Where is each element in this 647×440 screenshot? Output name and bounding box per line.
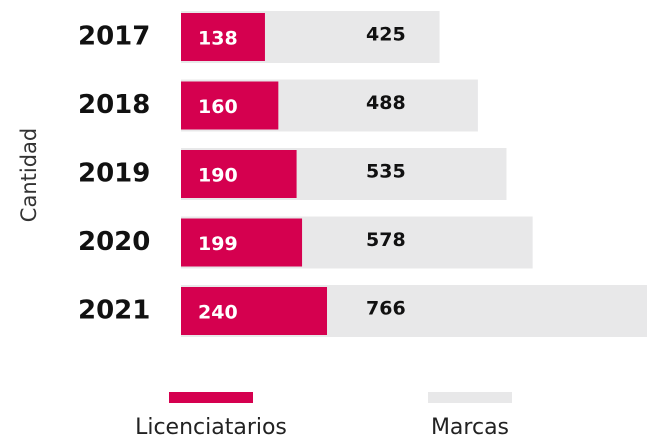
- value-label: 199: [198, 233, 238, 255]
- value-label: 240: [198, 302, 238, 324]
- legend-swatch: [428, 392, 512, 403]
- value-label: 766: [366, 298, 406, 320]
- legend-label: Licenciatarios: [135, 415, 287, 440]
- value-label: 190: [198, 165, 238, 187]
- bar: [181, 150, 297, 198]
- value-label: 138: [198, 28, 238, 50]
- category-label: 2018: [78, 90, 150, 120]
- bar: [181, 287, 328, 335]
- category-label: 2017: [78, 22, 150, 52]
- bar: [181, 81, 279, 130]
- bar: [181, 218, 303, 267]
- value-label: 578: [366, 229, 406, 251]
- value-label: 425: [366, 24, 406, 46]
- y-axis-label: Cantidad: [17, 128, 41, 222]
- value-label: 535: [366, 161, 406, 183]
- legend-swatch: [169, 392, 253, 403]
- value-label: 488: [366, 92, 406, 114]
- category-label: 2021: [78, 296, 150, 326]
- value-label: 160: [198, 96, 238, 118]
- legend-label: Marcas: [431, 415, 509, 440]
- bar: [181, 13, 265, 61]
- category-label: 2019: [78, 159, 150, 189]
- category-label: 2020: [78, 227, 150, 257]
